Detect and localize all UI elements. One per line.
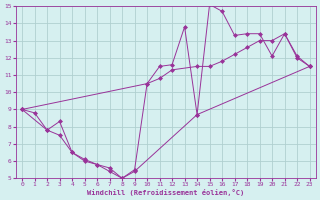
X-axis label: Windchill (Refroidissement éolien,°C): Windchill (Refroidissement éolien,°C) [87, 189, 244, 196]
